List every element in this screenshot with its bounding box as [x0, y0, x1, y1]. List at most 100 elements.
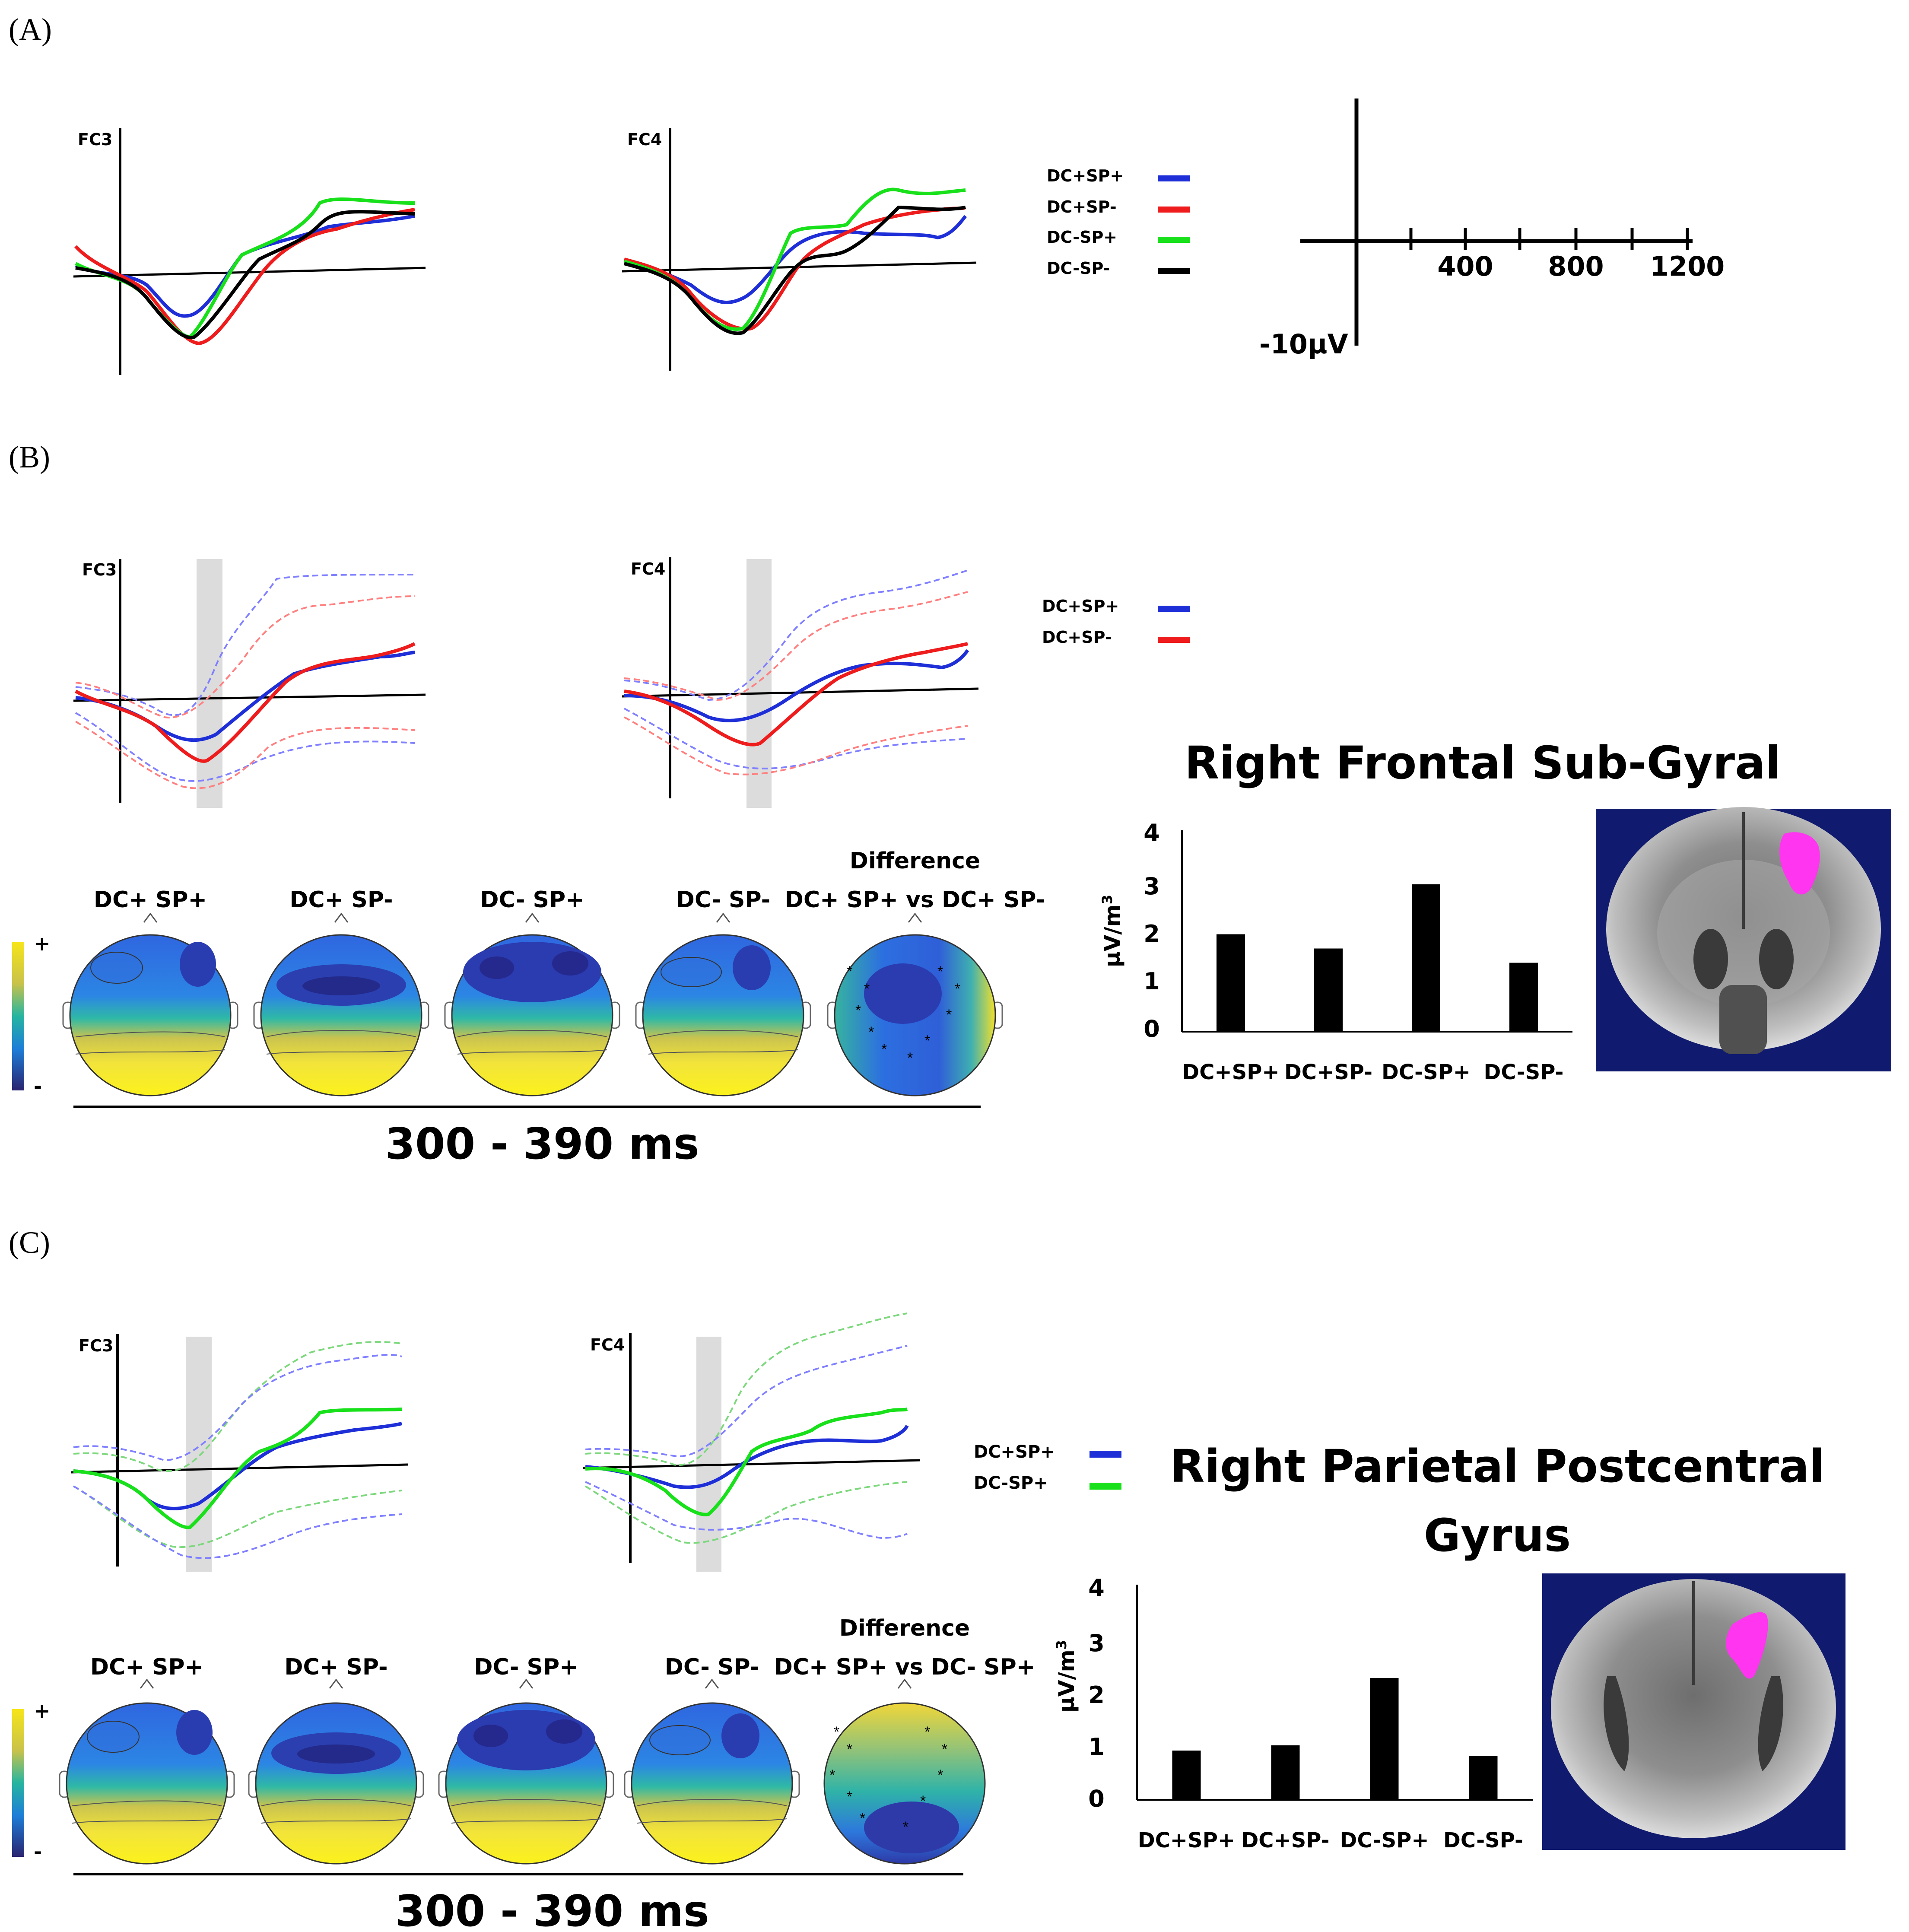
panel-b-topomaps: + - DC+ SP+ DC+ SP- DC- SP+ DC- SP- Diff… — [12, 848, 1045, 1169]
panel-c-legend-2-label: DC-SP+ — [974, 1473, 1048, 1493]
panel-c-bar-2 — [1271, 1745, 1300, 1800]
panel-a-label: (A) — [9, 12, 52, 47]
panel-b-colorbar-plus: + — [34, 932, 51, 955]
panel-b-topomap-3 — [444, 912, 620, 1096]
panel-c-legend: DC+SP+ DC-SP+ — [974, 1442, 1121, 1493]
panel-a-legend-1-swatch — [1158, 175, 1190, 181]
panel-c-bar-4 — [1469, 1756, 1498, 1800]
svg-text:*: * — [946, 1007, 952, 1023]
panel-b-region-title: Right Frontal Sub-Gyral — [1185, 737, 1781, 789]
panel-a-fc3-title: FC3 — [78, 130, 112, 149]
panel-b-bar-chart: 0 1 2 3 4 µV/m3 DC+SP+ DC+SP- DC-SP+ DC-SP- — [1099, 819, 1572, 1084]
panel-b-bar-label-2: DC+SP- — [1284, 1060, 1372, 1084]
panel-c-topo-label-1: DC+ SP+ — [90, 1654, 203, 1680]
panel-a-fc4-black-trace — [623, 205, 966, 335]
panel-b-topo-label-4: DC- SP- — [676, 887, 770, 913]
panel-b-ytick-3: 3 — [1143, 873, 1160, 900]
scale-tick-800: 800 — [1548, 251, 1604, 282]
scale-ylabel: -10µV — [1259, 328, 1348, 360]
svg-text:*: * — [903, 1819, 908, 1835]
panel-b-bar-3 — [1412, 884, 1440, 1032]
panel-c-region-title-line2: Gyrus — [1424, 1509, 1571, 1562]
svg-text:*: * — [937, 963, 943, 980]
panel-b-legend: DC+SP+ DC+SP- — [1042, 597, 1190, 647]
panel-c-bar-3 — [1370, 1678, 1399, 1800]
panel-c-difference-label: DC+ SP+ vs DC- SP+ — [774, 1654, 1035, 1680]
svg-text:*: * — [920, 1793, 926, 1809]
panel-c-legend-1-swatch — [1089, 1451, 1121, 1458]
panel-b-topo-label-2: DC+ SP- — [289, 887, 393, 913]
panel-c-fc3-title: FC3 — [79, 1336, 113, 1355]
panel-a-fc4-title: FC4 — [627, 130, 662, 149]
panel-c-legend-1-label: DC+SP+ — [974, 1442, 1055, 1462]
panel-c-legend-2-swatch — [1089, 1483, 1121, 1490]
panel-b-fc4-window — [746, 559, 772, 808]
panel-c-topo-label-3: DC- SP+ — [474, 1654, 578, 1680]
panel-c-time-window: 300 - 390 ms — [395, 1886, 709, 1932]
svg-text:*: * — [847, 1789, 852, 1805]
panel-b-bar-4 — [1509, 963, 1538, 1032]
panel-c-ytick-4: 4 — [1088, 1574, 1105, 1602]
panel-c-topo-label-2: DC+ SP- — [284, 1654, 388, 1680]
panel-c-ytick-3: 3 — [1088, 1630, 1105, 1657]
svg-text:*: * — [834, 1724, 839, 1740]
panel-a-legend-4-label: DC-SP- — [1047, 259, 1110, 278]
panel-b-topo-label-3: DC- SP+ — [480, 887, 584, 913]
panel-a-legend: DC+SP+ DC+SP- DC-SP+ DC-SP- — [1047, 166, 1190, 278]
panel-b-bar-1 — [1217, 934, 1245, 1032]
panel-c-bar-label-4: DC-SP- — [1443, 1828, 1523, 1853]
svg-text:*: * — [864, 981, 870, 997]
panel-c-fc4-green-trace — [585, 1408, 908, 1516]
svg-text:*: * — [847, 1741, 852, 1757]
panel-a-erp-fc3: FC3 — [73, 128, 426, 375]
panel-b-topomap-2 — [253, 912, 429, 1096]
panel-b-brain-image — [1596, 807, 1891, 1071]
panel-b-fc3-window — [197, 559, 222, 808]
scale-tick-1200: 1200 — [1650, 251, 1725, 282]
panel-b-topomap-4 — [635, 912, 811, 1096]
panel-c-bar-label-2: DC+SP- — [1241, 1828, 1329, 1853]
svg-text:*: * — [907, 1050, 913, 1066]
panel-c-erp-fc4: FC4 — [583, 1312, 921, 1572]
panel-c-topomap-4 — [624, 1678, 800, 1865]
panel-b-ylabel: µV/m3 — [1099, 895, 1125, 967]
panel-c-ytick-2: 2 — [1088, 1681, 1105, 1709]
svg-text:*: * — [937, 1767, 943, 1783]
panel-c-bar-label-3: DC-SP+ — [1340, 1828, 1429, 1853]
scale-tick-400: 400 — [1437, 251, 1493, 282]
panel-c-colorbar-plus: + — [34, 1699, 51, 1722]
panel-c-topomap-3 — [438, 1678, 614, 1865]
svg-text:*: * — [942, 1741, 947, 1757]
panel-a-fc4-green-trace — [623, 187, 966, 331]
panel-a-fc3-black-trace — [75, 210, 415, 340]
panel-a-legend-2-label: DC+SP- — [1047, 197, 1117, 216]
panel-b-topo-label-1: DC+ SP+ — [94, 887, 207, 913]
panel-b-colorbar-minus: - — [34, 1074, 42, 1098]
panel-b-label: (B) — [9, 440, 50, 474]
svg-text:*: * — [924, 1724, 930, 1740]
panel-b-erp-fc3: FC3 — [73, 559, 426, 808]
panel-a-legend-1-label: DC+SP+ — [1047, 166, 1124, 185]
panel-b-fc4-title: FC4 — [631, 559, 665, 578]
panel-b-ytick-1: 1 — [1143, 968, 1160, 995]
panel-c-difference-title: Difference — [839, 1615, 970, 1641]
panel-b-legend-2-label: DC+SP- — [1042, 628, 1112, 647]
panel-b-bar-label-4: DC-SP- — [1484, 1060, 1564, 1084]
panel-c-fc3-green-trace — [73, 1408, 402, 1529]
panel-c-topo-label-4: DC- SP- — [665, 1654, 759, 1680]
panel-b-legend-2-swatch — [1158, 637, 1190, 643]
panel-b-fc3-red-trace — [75, 642, 416, 763]
panel-b-topomap-difference: * * * * * * * * * * — [827, 912, 1003, 1096]
panel-c-ytick-1: 1 — [1088, 1733, 1105, 1760]
panel-b-time-window: 300 - 390 ms — [385, 1119, 699, 1169]
panel-c-topomap-1 — [59, 1678, 235, 1865]
panel-b-topomap-1 — [62, 912, 238, 1096]
panel-c-region-title-line1: Right Parietal Postcentral — [1170, 1440, 1824, 1493]
panel-a-fc4-blue-trace — [624, 215, 967, 304]
panel-c-colorbar-minus: - — [34, 1840, 42, 1863]
panel-c-bar-1 — [1172, 1751, 1201, 1800]
svg-text:*: * — [955, 981, 960, 997]
svg-text:*: * — [829, 1767, 835, 1783]
svg-text:*: * — [855, 1002, 861, 1019]
